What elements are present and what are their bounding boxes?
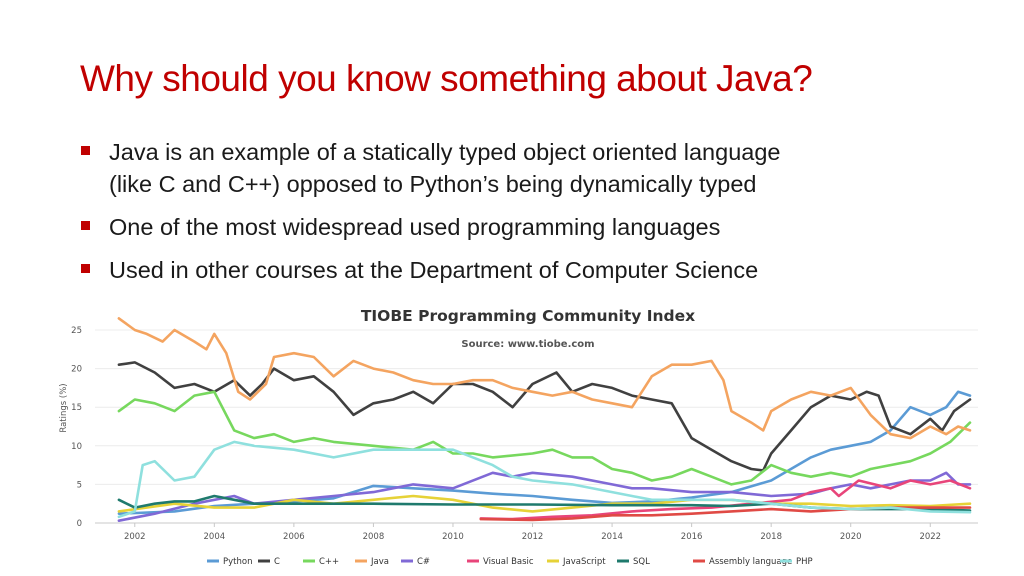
legend-label: Java bbox=[370, 557, 389, 567]
legend-item[interactable]: SQL bbox=[617, 557, 650, 567]
y-axis-label: Ratings (%) bbox=[59, 383, 69, 432]
legend-label: Visual Basic bbox=[483, 557, 534, 567]
chart-title: TIOBE Programming Community Index bbox=[361, 307, 695, 325]
x-tick-label: 2016 bbox=[681, 532, 703, 542]
series-line-visual-basic bbox=[479, 479, 972, 521]
bullet-text: Java is an example of a statically typed… bbox=[109, 139, 781, 165]
bullet-square-icon bbox=[81, 264, 90, 273]
legend-label: Assembly language bbox=[709, 557, 792, 567]
bullet-text: Used in other courses at the Department … bbox=[109, 257, 759, 283]
legend-label: C# bbox=[417, 557, 430, 567]
x-tick-label: 2006 bbox=[283, 532, 305, 542]
bullet-square-icon bbox=[81, 146, 90, 155]
bullet-item: One of the most widespread used programm… bbox=[78, 211, 958, 243]
legend-item[interactable]: C++ bbox=[303, 557, 339, 567]
x-tick-label: 2008 bbox=[363, 532, 385, 542]
legend: Python C C++ Java C# Visual Basic JavaScript SQ… bbox=[207, 557, 813, 567]
slide-title: Why should you know something about Java… bbox=[80, 58, 813, 99]
series-lines bbox=[117, 317, 972, 522]
x-tick-label: 2014 bbox=[601, 532, 623, 542]
legend-label: Python bbox=[223, 557, 252, 567]
series-line-c bbox=[117, 361, 972, 472]
x-tick-label: 2004 bbox=[204, 532, 226, 542]
legend-item[interactable]: Python bbox=[207, 557, 252, 567]
chart-subtitle: Source: www.tiobe.com bbox=[461, 339, 594, 350]
y-tick-label: 10 bbox=[71, 442, 82, 452]
x-tick-label: 2012 bbox=[522, 532, 544, 542]
y-tick-label: 15 bbox=[71, 403, 82, 413]
legend-item[interactable]: JavaScript bbox=[547, 557, 606, 567]
bullet-text: One of the most widespread used programm… bbox=[109, 214, 721, 240]
bullet-square-icon bbox=[81, 221, 90, 230]
legend-item[interactable]: Assembly language bbox=[693, 557, 792, 567]
legend-item[interactable]: PHP bbox=[780, 557, 813, 567]
y-tick-labels: 0 5 10 15 20 25 bbox=[71, 326, 82, 529]
gridlines bbox=[95, 329, 978, 524]
legend-item[interactable]: Visual Basic bbox=[467, 557, 534, 567]
x-tick-label: 2010 bbox=[442, 532, 464, 542]
x-tick-label: 2002 bbox=[124, 532, 146, 542]
bullet-item: Used in other courses at the Department … bbox=[78, 254, 958, 286]
bullet-text: (like C and C++) opposed to Python’s bei… bbox=[109, 171, 757, 197]
y-tick-label: 25 bbox=[71, 326, 82, 336]
legend-item[interactable]: C bbox=[258, 557, 280, 567]
tiobe-chart: TIOBE Programming Community Index Source… bbox=[59, 307, 978, 567]
y-tick-label: 0 bbox=[77, 519, 82, 529]
y-tick-label: 20 bbox=[71, 365, 82, 375]
y-tick-label: 5 bbox=[77, 480, 82, 490]
legend-label: C bbox=[274, 557, 280, 567]
x-tick-label: 2018 bbox=[760, 532, 782, 542]
legend-item[interactable]: C# bbox=[401, 557, 430, 567]
bullet-item: Java is an example of a statically typed… bbox=[78, 136, 958, 200]
legend-label: PHP bbox=[796, 557, 813, 567]
legend-item[interactable]: Java bbox=[355, 557, 389, 567]
x-tick-label: 2020 bbox=[840, 532, 862, 542]
x-tick-label: 2022 bbox=[919, 532, 941, 542]
series-line-c- bbox=[117, 390, 972, 486]
x-tick-labels: 2002 2004 2006 2008 2010 2012 2014 2016 2018 2020… bbox=[124, 523, 941, 542]
legend-label: JavaScript bbox=[562, 557, 606, 567]
legend-label: C++ bbox=[319, 557, 339, 567]
legend-label: SQL bbox=[633, 557, 650, 567]
series-line-python bbox=[117, 390, 972, 515]
series-line-php bbox=[117, 440, 972, 519]
series-line-java bbox=[117, 317, 972, 440]
bullet-list: Java is an example of a statically typed… bbox=[78, 136, 958, 297]
